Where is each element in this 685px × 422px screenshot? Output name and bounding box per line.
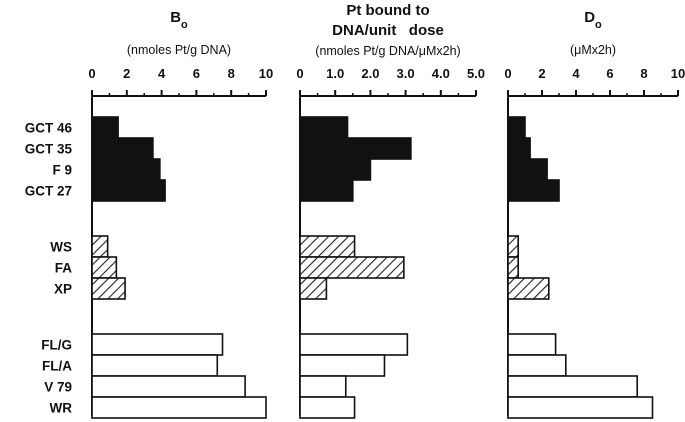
bar-fl-a <box>91 354 219 377</box>
bar-ws <box>299 235 356 258</box>
x-tick-label: 1.0 <box>326 66 344 81</box>
x-tick-label: 0 <box>296 66 303 81</box>
x-tick-label: 3.0 <box>397 66 415 81</box>
panel-units: (nmoles Pt/g DNA/μMx2h) <box>315 44 460 58</box>
panel-title: Bo <box>170 9 188 31</box>
x-tick-label: 10 <box>259 66 273 81</box>
bar-fa <box>91 256 118 279</box>
x-tick-label: 6 <box>193 66 200 81</box>
bar-v-79 <box>507 375 638 398</box>
bar-ws <box>91 235 109 258</box>
category-labels: GCT 46 GCT 35 F 9 GCT 27 WS FA XP FL/G FL/A V 79 W… <box>25 121 73 416</box>
panel-title: Do <box>584 9 602 31</box>
bar-v-79 <box>91 375 246 398</box>
panel-title: Pt bound to <box>346 2 429 19</box>
bar-fa <box>299 256 405 279</box>
category-label-gct-27: GCT 27 <box>25 184 72 199</box>
bar-gct-35 <box>91 137 154 160</box>
bar-xp <box>507 277 550 300</box>
bar-f-9 <box>299 158 372 181</box>
category-label-xp: XP <box>54 282 72 297</box>
bar-wr <box>91 396 267 419</box>
bar-f-9 <box>91 158 161 181</box>
x-tick-label: 6 <box>606 66 613 81</box>
bar-xp <box>91 277 126 300</box>
panel-1: Bo (nmoles Pt/g DNA) 0 2 4 6 8 10 <box>88 9 273 419</box>
chart-panels: Bo (nmoles Pt/g DNA) 0 2 4 6 8 10 Pt bound to DNA… <box>88 2 685 419</box>
bar-fl-g <box>507 333 557 356</box>
bar-fl-g <box>299 333 409 356</box>
x-tick-label: 8 <box>228 66 235 81</box>
x-tick-label: 5.0 <box>467 66 485 81</box>
bar-gct-46 <box>299 116 349 139</box>
x-tick-label: 4 <box>572 66 580 81</box>
bar-ws <box>507 235 519 258</box>
bar-f-9 <box>507 158 548 181</box>
panel-3: Do (μMx2h) 0 2 4 6 8 10 <box>504 9 685 419</box>
category-label-gct-35: GCT 35 <box>25 142 73 157</box>
category-label-gct-46: GCT 46 <box>25 121 73 136</box>
bar-wr <box>507 396 654 419</box>
bar-gct-46 <box>507 116 526 139</box>
x-tick-label: 8 <box>640 66 647 81</box>
bar-gct-35 <box>299 137 412 160</box>
bar-wr <box>299 396 356 419</box>
panel-title-line2: DNA/unit dose <box>332 22 444 39</box>
category-label-v-79: V 79 <box>44 380 72 395</box>
category-label-fl-a: FL/A <box>42 359 72 374</box>
category-label-f-9: F 9 <box>52 163 72 178</box>
bar-fa <box>507 256 519 279</box>
panel-units: (μMx2h) <box>570 43 616 57</box>
category-label-fa: FA <box>55 261 73 276</box>
bar-gct-35 <box>507 137 531 160</box>
bar-gct-27 <box>91 179 166 202</box>
x-tick-label: 0 <box>504 66 511 81</box>
bar-fl-a <box>507 354 567 377</box>
bar-xp <box>299 277 328 300</box>
x-tick-label: 2.0 <box>361 66 379 81</box>
x-tick-label: 2 <box>538 66 545 81</box>
x-tick-label: 4 <box>158 66 166 81</box>
category-label-wr: WR <box>50 401 73 416</box>
x-tick-label: 4.0 <box>432 66 450 81</box>
category-label-ws: WS <box>50 240 72 255</box>
panel-units: (nmoles Pt/g DNA) <box>127 43 231 57</box>
category-label-fl-g: FL/G <box>41 338 72 353</box>
x-tick-label: 2 <box>123 66 130 81</box>
bar-gct-27 <box>299 179 354 202</box>
x-tick-label: 10 <box>671 66 685 81</box>
bar-v-79 <box>299 375 347 398</box>
panel-2: Pt bound to DNA/unit dose (nmoles Pt/g DNA… <box>296 2 485 419</box>
bar-fl-a <box>299 354 386 377</box>
x-tick-label: 0 <box>88 66 95 81</box>
bar-gct-27 <box>507 179 560 202</box>
bar-gct-46 <box>91 116 119 139</box>
bar-fl-g <box>91 333 224 356</box>
